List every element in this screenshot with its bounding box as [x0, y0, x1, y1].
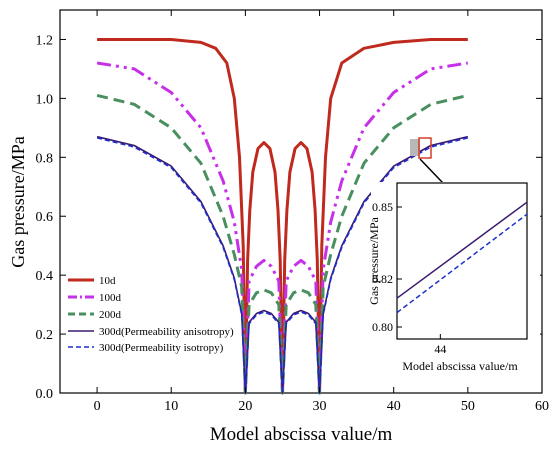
x-tick-label: 0: [94, 399, 101, 414]
inset-background: [371, 182, 540, 378]
inset-series-line-0: [396, 201, 528, 299]
y-axis-label: Gas pressure/MPa: [8, 136, 28, 267]
inset-frame: [396, 182, 528, 340]
inset-series-layer: [396, 201, 528, 314]
x-tick-label: 20: [238, 399, 252, 414]
y-tick-label: 0.0: [36, 387, 54, 402]
series-layer: [96, 38, 469, 395]
inset-chart: 44 0.80 0.82 0.85 Gas pressure/MPa Model ab…: [367, 182, 540, 378]
x-tick-label: 60: [535, 399, 549, 414]
inset-x-tick-label: 44: [434, 342, 446, 356]
axes-layer: 0 10 20 30 40 50 60 0.0 0.2 0.4 0.6 0.8 1.0 1.2: [36, 10, 549, 414]
legend-label: 100d: [99, 292, 122, 304]
zoom-region-box: [418, 137, 432, 159]
inset-y-tick-label: 0.82: [372, 272, 393, 286]
inset-x-axis-label: Model abscissa value/m: [402, 359, 518, 373]
legend-label: 300d(Permeability isotropy): [99, 342, 224, 354]
x-tick-label: 30: [313, 399, 327, 414]
legend: 10d 100d 200d 300d(Permeability anisotro…: [68, 275, 234, 354]
y-tick-label: 0.8: [36, 151, 54, 166]
inset-y-tick-label: 0.80: [372, 320, 393, 334]
legend-label: 300d(Permeability anisotropy): [99, 326, 234, 338]
inset-series-line-1: [396, 213, 528, 314]
x-tick-label: 10: [164, 399, 178, 414]
y-tick-label: 0.6: [36, 210, 54, 225]
y-tick-label: 1.2: [36, 33, 54, 48]
series-line-4: [96, 137, 468, 394]
x-tick-label: 40: [387, 399, 401, 414]
legend-label: 200d: [99, 309, 122, 321]
y-tick-label: 0.2: [36, 328, 54, 343]
series-line-0: [97, 38, 468, 395]
inset-y-axis-label: Gas pressure/MPa: [367, 217, 381, 305]
x-tick-label: 50: [461, 399, 475, 414]
zoom-region-shade: [410, 139, 420, 156]
inset-y-tick-label: 0.85: [372, 200, 393, 214]
x-axis-label: Model abscissa value/m: [210, 424, 393, 445]
y-tick-label: 0.4: [36, 269, 54, 284]
inset-axes-layer: 44 0.80 0.82 0.85: [372, 200, 446, 356]
y-tick-label: 1.0: [36, 92, 54, 107]
legend-label: 10d: [99, 275, 116, 287]
